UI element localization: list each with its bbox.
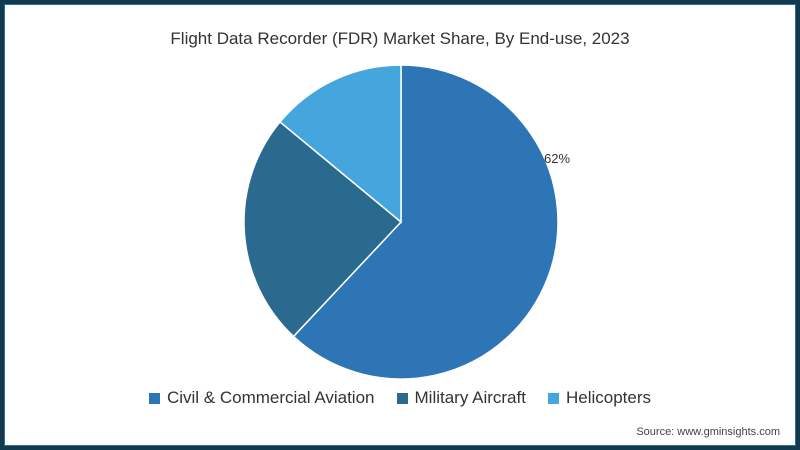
chart-title: Flight Data Recorder (FDR) Market Share,… [170, 29, 630, 48]
legend-label: Helicopters [565, 388, 652, 407]
civil-data-label: 62% [544, 151, 571, 166]
source-note: Source: www.gminsights.com [636, 426, 780, 438]
helicopters-swatch-icon [547, 392, 559, 404]
chart-frame-inner [4, 4, 796, 446]
pie-slice-civil-commercial-aviation [292, 64, 559, 380]
legend-item-civil: Civil & Commercial Aviation [148, 388, 375, 408]
civil-swatch-icon [148, 392, 160, 404]
legend: Civil & Commercial Aviation Military Air… [0, 388, 800, 408]
military-swatch-icon [396, 392, 408, 404]
pie-slice-military-aircraft [243, 120, 403, 338]
pie-slice-helicopters [278, 64, 402, 224]
legend-label: Military Aircraft [414, 388, 526, 407]
legend-item-helicopters: Helicopters [547, 388, 652, 408]
legend-item-military: Military Aircraft [396, 388, 526, 408]
legend-label: Civil & Commercial Aviation [166, 388, 375, 407]
